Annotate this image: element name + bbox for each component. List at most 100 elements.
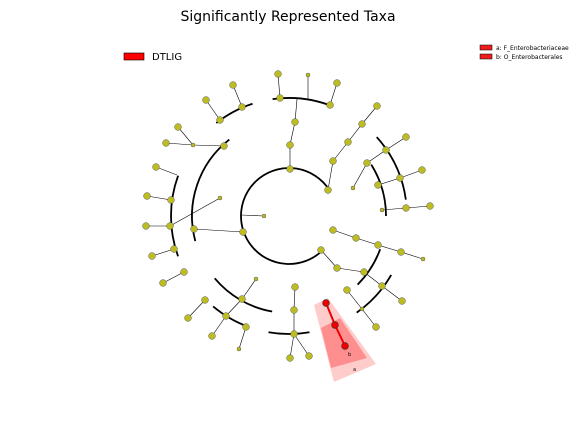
- clade-highlight: [314, 298, 376, 382]
- branch-arc: [240, 167, 330, 265]
- taxon-node: [374, 241, 382, 249]
- taxon-node: [352, 234, 360, 242]
- taxon-node: [290, 330, 298, 338]
- branch: [211, 315, 227, 337]
- taxon-node: [238, 103, 246, 111]
- edges: [146, 73, 431, 359]
- branch: [329, 82, 338, 106]
- taxon-node: [286, 165, 294, 173]
- branch: [155, 166, 178, 176]
- legend-swatch: [123, 52, 145, 61]
- branch: [336, 267, 365, 273]
- clade-legend-label: b: O_Enterobacterales: [496, 54, 563, 61]
- taxon-node: [148, 252, 156, 260]
- clade-legend-swatch: [479, 44, 493, 51]
- branch: [225, 298, 243, 317]
- taxon-node: [220, 142, 228, 150]
- branch-arc: [170, 175, 179, 257]
- taxon-node-highlight: [322, 299, 330, 307]
- taxon-node: [305, 72, 311, 78]
- branch: [377, 177, 401, 186]
- taxon-node: [261, 213, 267, 219]
- taxon-node: [236, 346, 242, 352]
- taxon-node: [222, 312, 230, 320]
- branch-arc: [370, 164, 387, 217]
- taxon-node: [333, 264, 341, 272]
- taxon-node: [397, 248, 405, 256]
- taxon-node: [202, 96, 210, 104]
- taxon-node: [286, 141, 294, 149]
- taxon-node: [229, 81, 237, 89]
- branch: [232, 84, 243, 108]
- branch: [289, 333, 295, 359]
- clade-legend-label: a: F_Enterobacteriaceae: [496, 45, 569, 52]
- branch: [377, 244, 402, 253]
- branch: [399, 169, 423, 179]
- branch: [238, 326, 247, 350]
- taxon-node: [184, 314, 192, 322]
- branch: [241, 278, 257, 300]
- taxon-node: [208, 332, 216, 340]
- branch: [146, 195, 172, 201]
- taxon-node: [190, 142, 196, 148]
- branch: [320, 249, 338, 269]
- taxon-node: [142, 222, 150, 230]
- taxon-node: [363, 159, 371, 167]
- taxon-node: [396, 174, 404, 182]
- taxon-node-highlight: [331, 321, 339, 329]
- taxon-node: [167, 196, 175, 204]
- taxon-node: [372, 323, 380, 331]
- branch-arc: [376, 136, 407, 200]
- branch-arc: [212, 305, 249, 328]
- branch: [346, 289, 363, 310]
- branch: [165, 142, 194, 146]
- branch: [193, 228, 244, 233]
- taxon-node: [143, 192, 151, 200]
- taxon-node: [333, 79, 341, 87]
- branch: [381, 207, 407, 211]
- taxon-node: [305, 352, 313, 360]
- taxon-node: [162, 139, 170, 147]
- title: Significantly Represented Taxa: [180, 9, 395, 25]
- branch: [352, 162, 368, 189]
- branch: [177, 126, 194, 146]
- legend-label: DTLIG: [152, 52, 182, 63]
- taxon-node: [374, 181, 382, 189]
- taxon-node: [373, 102, 381, 110]
- taxon-node: [420, 256, 426, 262]
- branch: [363, 271, 383, 287]
- taxon-node: [398, 297, 406, 305]
- taxon-node: [174, 123, 182, 131]
- taxon-node: [378, 282, 386, 290]
- taxon-node: [216, 116, 224, 124]
- taxon-node: [253, 276, 259, 282]
- branch: [293, 333, 310, 357]
- branch: [400, 251, 424, 260]
- nodes: [142, 70, 434, 362]
- taxon-node: [201, 296, 209, 304]
- branch-arc: [214, 277, 273, 313]
- branch: [151, 248, 175, 257]
- taxon-node: [329, 226, 337, 234]
- branch: [361, 105, 378, 125]
- taxon-node: [359, 306, 365, 312]
- taxon-node: [290, 306, 298, 314]
- branch: [277, 73, 281, 99]
- taxon-node: [358, 120, 366, 128]
- taxon-node: [152, 163, 160, 171]
- clade-label: a: [353, 367, 356, 373]
- clade-legend-swatch: [479, 53, 493, 60]
- taxon-node: [291, 283, 299, 291]
- branch-arc: [356, 274, 392, 314]
- clade-label: b: [348, 352, 351, 358]
- taxon-node-highlight: [341, 342, 349, 350]
- taxon-node: [344, 138, 352, 146]
- branch: [361, 308, 377, 328]
- taxon-node: [159, 279, 167, 287]
- branch: [332, 141, 349, 162]
- taxon-node: [239, 228, 247, 236]
- branch: [192, 144, 225, 147]
- branch: [405, 205, 431, 209]
